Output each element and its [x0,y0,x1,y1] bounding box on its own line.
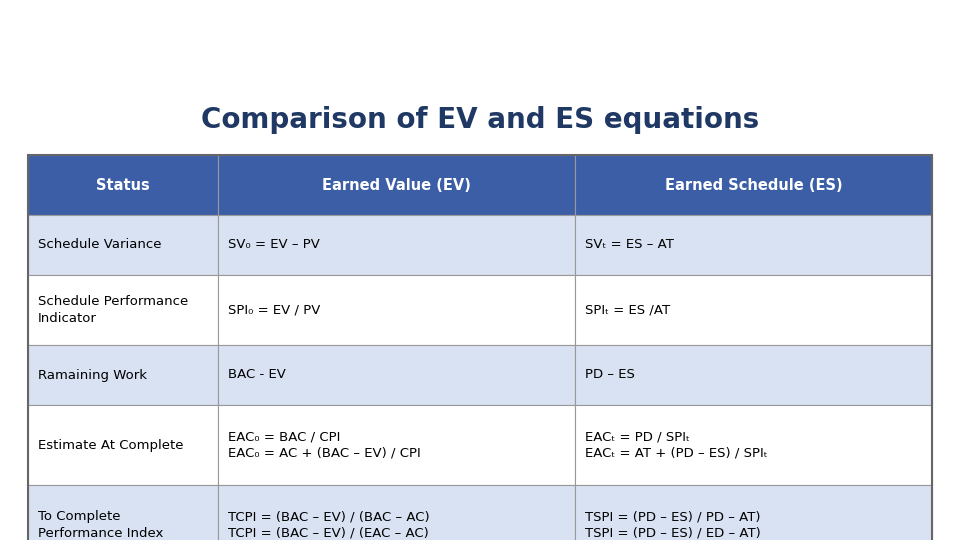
Bar [218,155,575,215]
Text: PD – ES: PD – ES [585,368,635,381]
Text: SVₜ = ES – AT: SVₜ = ES – AT [585,239,674,252]
Text: Schedule Performance
Indicator: Schedule Performance Indicator [38,295,188,325]
Text: Schedule Variance: Schedule Variance [38,239,161,252]
Text: Ramaining Work: Ramaining Work [38,368,147,381]
Bar [575,275,932,345]
Text: EAC₀ = BAC / CPI
EAC₀ = AC + (BAC – EV) / CPI: EAC₀ = BAC / CPI EAC₀ = AC + (BAC – EV) … [228,430,420,460]
Bar [28,155,218,215]
Bar [28,275,218,345]
Text: SPI₀ = EV / PV: SPI₀ = EV / PV [228,303,321,316]
Bar [575,215,932,275]
Text: SV₀ = EV – PV: SV₀ = EV – PV [228,239,320,252]
Bar [28,155,932,540]
Bar [218,405,575,485]
Text: BAC - EV: BAC - EV [228,368,286,381]
Text: Comparison of EV and ES equations: Comparison of EV and ES equations [201,106,759,134]
Bar [218,275,575,345]
Text: Earned Schedule (ES): Earned Schedule (ES) [664,178,842,192]
Bar [28,485,218,540]
Text: EACₜ = PD / SPIₜ
EACₜ = AT + (PD – ES) / SPIₜ: EACₜ = PD / SPIₜ EACₜ = AT + (PD – ES) /… [585,430,768,460]
Text: Earned Value (EV): Earned Value (EV) [322,178,470,192]
Bar [218,345,575,405]
Bar [575,405,932,485]
Bar [575,345,932,405]
Bar [218,485,575,540]
Bar [575,485,932,540]
Text: Estimate At Complete: Estimate At Complete [38,438,183,451]
Bar [28,405,218,485]
Bar [28,345,218,405]
Text: To Complete
Performance Index: To Complete Performance Index [38,510,163,540]
Bar [575,155,932,215]
Text: Status: Status [96,178,150,192]
Text: SPIₜ = ES /AT: SPIₜ = ES /AT [585,303,670,316]
Bar [28,215,218,275]
Bar [218,215,575,275]
Text: TSPI = (PD – ES) / PD – AT)
TSPI = (PD – ES) / ED – AT): TSPI = (PD – ES) / PD – AT) TSPI = (PD –… [585,510,760,540]
Text: TCPI = (BAC – EV) / (BAC – AC)
TCPI = (BAC – EV) / (EAC – AC): TCPI = (BAC – EV) / (BAC – AC) TCPI = (B… [228,510,429,540]
